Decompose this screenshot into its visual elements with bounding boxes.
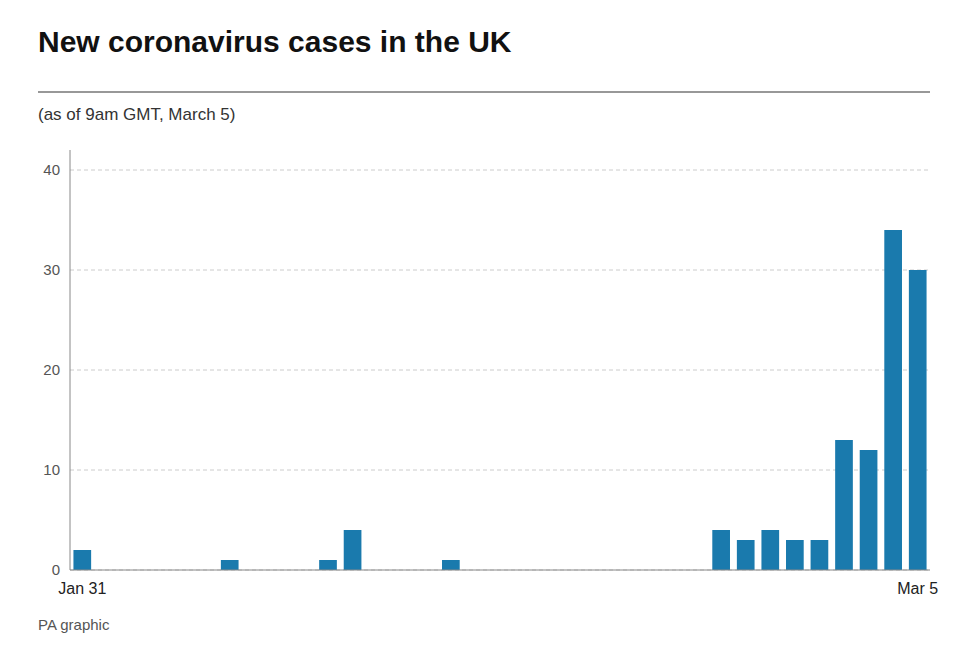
bar <box>860 450 878 570</box>
footer: PA graphic <box>38 616 110 633</box>
bar <box>909 270 927 570</box>
y-axis-line <box>70 150 71 570</box>
grid-line <box>70 170 930 171</box>
bars <box>73 230 926 570</box>
x-axis: Jan 31 Mar 5 <box>58 570 938 597</box>
grid-line <box>70 470 930 471</box>
grid-line <box>70 570 930 571</box>
x-tick-label: Jan 31 <box>58 580 106 597</box>
bar <box>442 560 460 570</box>
bar <box>786 540 804 570</box>
bar <box>811 540 829 570</box>
y-tick-label: 20 <box>43 361 60 378</box>
bar <box>221 560 239 570</box>
chart-svg: New coronavirus cases in the UK (as of 9a… <box>0 0 960 645</box>
y-axis: 0 10 20 30 40 <box>43 150 70 578</box>
title: New coronavirus cases in the UK <box>38 25 512 58</box>
bar <box>73 550 91 570</box>
y-tick-label: 40 <box>43 161 60 178</box>
background <box>0 0 960 645</box>
bar <box>344 530 362 570</box>
grid-line <box>70 370 930 371</box>
bar <box>712 530 730 570</box>
x-tick-label: Mar 5 <box>897 580 938 597</box>
bar <box>761 530 779 570</box>
grid <box>70 170 930 570</box>
bar <box>737 540 755 570</box>
subtitle: (as of 9am GMT, March 5) <box>38 105 235 124</box>
y-tick-label: 10 <box>43 461 60 478</box>
chart-container: New coronavirus cases in the UK (as of 9a… <box>0 0 960 645</box>
grid-line <box>70 270 930 271</box>
y-tick-label: 0 <box>52 561 60 578</box>
x-axis-line <box>70 570 930 571</box>
y-tick-label: 30 <box>43 261 60 278</box>
bar <box>319 560 337 570</box>
divider <box>38 91 930 92</box>
bar <box>884 230 902 570</box>
bar <box>835 440 853 570</box>
